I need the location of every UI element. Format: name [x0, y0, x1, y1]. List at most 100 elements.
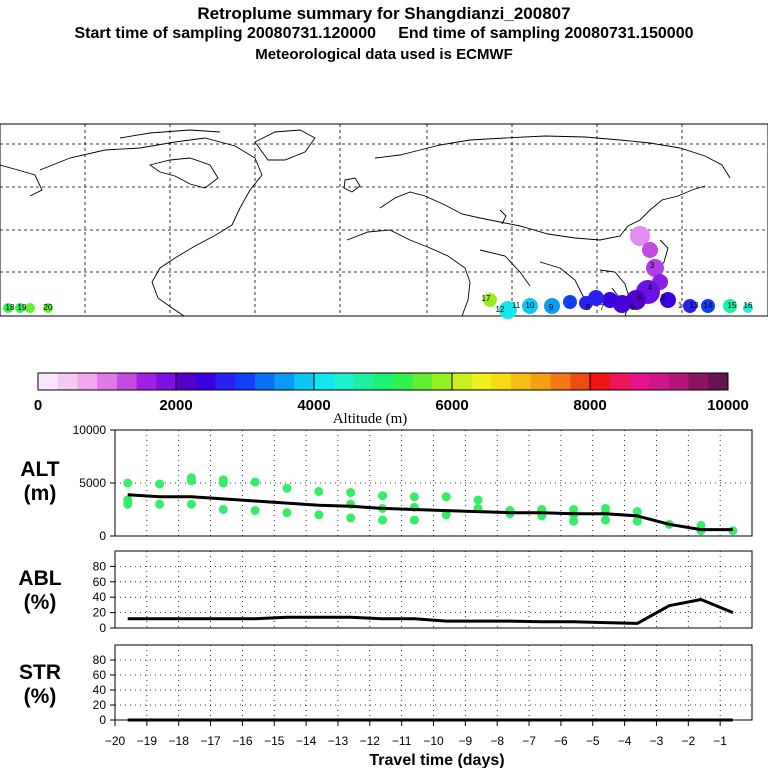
- trajectory-marker: [15, 303, 25, 313]
- colorbar-swatch: [116, 373, 138, 390]
- trajectory-marker: [602, 292, 618, 308]
- trajectory-day-label: 1: [678, 301, 683, 310]
- x-tick-label: −3: [650, 734, 664, 748]
- x-axis-label: Travel time (days): [369, 752, 504, 768]
- y-tick-label: 0: [99, 529, 106, 543]
- x-tick-label: −7: [522, 734, 536, 748]
- trajectory-marker: [544, 298, 560, 314]
- x-tick-label: −2: [681, 734, 695, 748]
- panel-frame: [114, 644, 753, 721]
- trajectory-marker: [25, 303, 35, 313]
- altitude-point: [186, 499, 196, 509]
- colorbar-label: Altitude (m): [333, 411, 408, 427]
- chart-title: Retroplume summary for Shangdianzi_20080…: [197, 4, 571, 23]
- trajectory-marker: [660, 292, 676, 308]
- x-tick-label: −13: [328, 734, 349, 748]
- x-tick-label: −11: [392, 734, 412, 748]
- trajectory-day-label: 3: [650, 261, 655, 270]
- x-tick-label: −8: [490, 734, 504, 748]
- colorbar-swatch: [294, 373, 315, 390]
- trajectory-day-label: 18: [6, 303, 15, 312]
- colorbar-swatch: [668, 373, 690, 390]
- altitude-point: [378, 515, 388, 525]
- sampling-times: Start time of sampling 20080731.120000 E…: [0, 25, 768, 43]
- trajectory-day-label: 16: [744, 301, 753, 310]
- series-line-alt: [127, 493, 733, 532]
- colorbar-tick-label: 10000: [707, 397, 749, 414]
- trajectory-day-label: 17: [482, 294, 491, 303]
- y-tick-label: 60: [93, 668, 107, 682]
- trajectory-marker: [646, 259, 664, 277]
- altitude-point: [218, 505, 228, 514]
- altitude-point: [314, 510, 324, 520]
- y-tick-label: 5000: [79, 476, 106, 490]
- colorbar-swatch: [136, 373, 157, 390]
- start-time-label: Start time of sampling 20080731.120000: [74, 25, 377, 42]
- y-tick-label: 80: [93, 559, 107, 573]
- trajectory-day-label: 11: [512, 301, 521, 310]
- x-tick-label: −4: [618, 734, 632, 748]
- colorbar-swatch: [254, 373, 276, 390]
- x-tick-label: −16: [232, 734, 253, 748]
- y-tick-label: 80: [93, 653, 107, 667]
- panel-ylabel: ALT: [20, 458, 59, 481]
- panel-ylabel: STR: [19, 661, 61, 684]
- y-tick-label: 0: [99, 621, 106, 635]
- trajectory-day-label: 5: [638, 293, 643, 302]
- x-tick-label: −6: [554, 734, 568, 748]
- trajectory-day-label: 9: [549, 303, 554, 312]
- x-tick-label: −10: [423, 734, 444, 748]
- colorbar-swatch: [491, 373, 512, 390]
- trajectory-day-label: 8: [586, 303, 591, 312]
- trajectory-marker: [579, 296, 593, 310]
- colorbar-tick-label: 8000: [573, 397, 606, 414]
- altitude-point: [282, 508, 292, 518]
- altitude-point: [569, 516, 579, 526]
- time-series-panels: 1000050000ALT(m)806040200ABL(%)806040200…: [18, 423, 753, 727]
- trajectory-marker: [483, 293, 497, 307]
- colorbar-swatch: [314, 373, 335, 390]
- altitude-point: [441, 510, 451, 520]
- x-tick-label: −5: [586, 734, 600, 748]
- trajectory-marker: [522, 298, 538, 314]
- colorbar-swatch: [550, 373, 571, 390]
- x-tick-label: −12: [360, 734, 381, 748]
- trajectory-marker: [626, 290, 646, 310]
- altitude-point: [409, 515, 419, 525]
- x-tick-label: −14: [296, 734, 317, 748]
- altitude-point: [314, 486, 324, 496]
- end-time-label: End time of sampling 20080731.150000: [398, 25, 694, 42]
- colorbar-swatch: [590, 373, 611, 390]
- trajectory-marker: [743, 303, 753, 313]
- series-line-abl: [127, 598, 734, 625]
- x-tick-label: −18: [169, 734, 190, 748]
- colorbar-swatch: [471, 373, 492, 390]
- altitude-point: [600, 515, 610, 525]
- panel-alt: 10000 5000 0 ALT(m): [20, 423, 753, 543]
- trajectory-day-label: 7: [600, 303, 605, 312]
- x-tick-label: −19: [137, 734, 158, 748]
- trajectory-day-label: 6: [630, 303, 635, 312]
- y-tick-label: 10000: [73, 423, 107, 437]
- colorbar-swatch: [195, 373, 216, 390]
- panel-ylabel-unit: (%): [24, 591, 57, 614]
- colorbar-swatch: [392, 373, 414, 390]
- colorbar-swatch: [57, 373, 78, 390]
- colorbar-swatch: [156, 373, 177, 390]
- colorbar-swatch: [176, 373, 197, 390]
- panel-frame: [114, 550, 753, 629]
- y-tick-label: 0: [99, 713, 106, 727]
- trajectory-marker: [499, 301, 517, 319]
- colorbar-swatch: [215, 373, 236, 390]
- trajectory-marker: [683, 299, 697, 313]
- y-tick-label: 40: [93, 683, 107, 697]
- trajectory-day-label: 2: [661, 293, 666, 302]
- altitude-point: [155, 499, 165, 509]
- x-tick-label: −1: [713, 734, 727, 748]
- trajectory-day-label: 15: [728, 301, 737, 310]
- altitude-point: [250, 477, 260, 487]
- altitude-point: [186, 476, 196, 486]
